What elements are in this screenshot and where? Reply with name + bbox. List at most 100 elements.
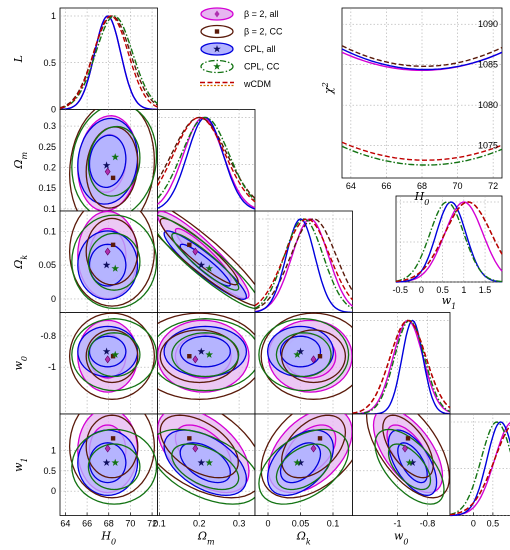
w1-panel-x-tick-label: 0.5 xyxy=(436,285,449,295)
contour-group xyxy=(68,109,158,211)
best-fit-star xyxy=(205,264,213,272)
panel-w1-vs-w1 xyxy=(449,413,510,517)
contour-1sigma-1 xyxy=(85,329,139,384)
w1-panel-x-tick-label: 1.5 xyxy=(479,285,492,295)
panel-w1-vs-H0 xyxy=(59,413,158,516)
panel-w1-vs-w0 xyxy=(352,413,451,516)
contour-2sigma-3 xyxy=(157,214,255,309)
x-tick-label-H0: 72 xyxy=(147,519,157,529)
panel-w0-vs-Om xyxy=(157,312,256,415)
contour-group xyxy=(258,414,353,505)
best-fit-star xyxy=(408,458,417,466)
contour-group xyxy=(68,312,158,400)
contour-group xyxy=(365,414,450,505)
y-tick-label-L: 0.5 xyxy=(43,58,56,68)
contour-2sigma-3 xyxy=(374,428,445,505)
panel-Om-vs-H0 xyxy=(59,109,158,212)
y-tick-label-w1: 1 xyxy=(51,446,56,456)
chi2-y-tick-label: 1090 xyxy=(478,19,498,29)
marginal-curve-w1-2 xyxy=(450,421,510,517)
contour-2sigma-1 xyxy=(68,211,156,307)
x-axis-label-Ok: Ωk xyxy=(296,530,311,547)
y-axis-label-w1: w1 xyxy=(12,457,29,472)
chi2-curve-3 xyxy=(342,145,502,166)
panel-w0-vs-H0 xyxy=(59,312,158,415)
chi2-curve-4 xyxy=(342,141,502,161)
contour-1sigma-3 xyxy=(87,443,141,491)
contour-2sigma-1 xyxy=(260,312,353,400)
w1-panel-x-tick-label: 1 xyxy=(461,285,466,295)
x-tick-label-w1: 0 xyxy=(471,519,476,529)
contour-2sigma-3 xyxy=(258,318,350,392)
marginal-curve-w1-0 xyxy=(450,422,510,516)
y-tick-label-w1: 0.5 xyxy=(43,466,56,476)
chi2-curves xyxy=(342,45,502,166)
chi2-y-tick-label: 1085 xyxy=(478,60,498,70)
contour-group xyxy=(157,414,255,505)
legend-entry-0: β = 2, all xyxy=(200,7,278,21)
panel-frame xyxy=(254,210,353,313)
y-tick-label-w1: 0 xyxy=(51,486,56,496)
panel-Ok-vs-Ok xyxy=(254,210,354,314)
chi2-x-tick-label: 64 xyxy=(346,181,356,191)
chi2-y-axis-label: χ2 xyxy=(321,82,336,95)
marginal-curve-Om-3 xyxy=(156,116,256,201)
chi2-y-tick-label: 1075 xyxy=(478,141,498,151)
y-tick-label-Ok: 0 xyxy=(51,294,56,304)
best-fit-diamond xyxy=(192,247,199,256)
panel-Om-vs-Om xyxy=(156,109,256,212)
best-fit-star xyxy=(205,350,213,358)
w1-panel-x-axis-label: w1 xyxy=(442,294,457,311)
y-tick-label-Om: 0.25 xyxy=(38,142,56,152)
contour-group xyxy=(68,414,158,505)
contour-2sigma-1 xyxy=(157,312,255,400)
legend: β = 2, all β = 2, CC CPL, all CPL, CC wCDM xyxy=(200,7,283,89)
best-fit-diamond xyxy=(104,355,111,364)
y-tick-label-Ok: 0.05 xyxy=(38,260,56,270)
marginal-curve-Ok-3 xyxy=(254,218,353,310)
legend-label: β = 2, CC xyxy=(244,27,283,37)
chi2-x-tick-label: 70 xyxy=(453,181,463,191)
y-tick-label-L: 0 xyxy=(51,105,56,115)
contour-2sigma-3 xyxy=(258,428,350,505)
best-fit-diamond xyxy=(402,444,408,453)
y-tick-label-Om: 0.1 xyxy=(43,204,56,214)
contour-2sigma-1 xyxy=(157,211,255,307)
panel-w0-vs-w0 xyxy=(352,312,451,415)
best-fit-square xyxy=(110,436,116,441)
best-fit-star xyxy=(111,350,120,358)
best-fit-star xyxy=(102,261,111,269)
contour-1sigma-3 xyxy=(87,125,141,197)
contour-2sigma-3 xyxy=(71,318,158,392)
contour-1sigma-3 xyxy=(171,443,240,491)
chi2-x-tick-label: 66 xyxy=(381,181,391,191)
x-tick-label-Om: 0.3 xyxy=(233,519,246,529)
contour-1sigma-1 xyxy=(159,217,239,286)
contour-2sigma-3 xyxy=(71,428,158,505)
contour-1sigma-2 xyxy=(179,335,231,368)
contour-2sigma-1 xyxy=(260,414,353,499)
best-fit-star xyxy=(293,350,302,358)
x-tick-label-Ok: 0.1 xyxy=(327,519,340,529)
marginal-curve-Om-4 xyxy=(156,116,256,203)
legend-entry-1: β = 2, CC xyxy=(200,24,283,39)
best-fit-square xyxy=(405,436,411,441)
best-fit-star xyxy=(111,153,120,161)
legend-label: CPL, all xyxy=(244,44,276,54)
contour-1sigma-1 xyxy=(85,126,139,209)
panel-H0-vs-H0 xyxy=(59,7,158,111)
contour-1sigma-1 xyxy=(382,414,434,479)
contour-group xyxy=(157,312,255,400)
contour-1sigma-1 xyxy=(85,414,139,479)
marginal-curve-H0-4 xyxy=(59,15,158,109)
x-tick-label-Om: 0.1 xyxy=(153,519,166,529)
contour-1sigma-3 xyxy=(275,332,332,378)
x-tick-label-w0: -0.8 xyxy=(420,519,436,529)
axis-label-layer: 0 0.5 1 0.1 0.15 0.2 0.25 0.3 0 0.05 0.1 -1 -0.8 64 66… xyxy=(12,11,510,546)
panel-w0-vs-Ok xyxy=(254,312,353,415)
y-tick-label-L: 1 xyxy=(51,11,56,21)
best-fit-star xyxy=(205,458,213,466)
chi2-curve-2 xyxy=(342,48,502,71)
marginal-curve-Ok-4 xyxy=(254,218,354,307)
